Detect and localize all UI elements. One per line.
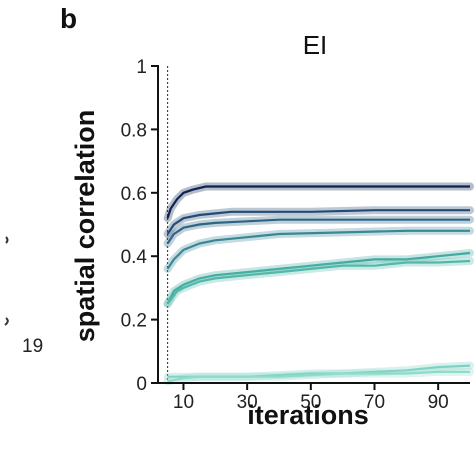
- cropped-mark-lower: [4, 317, 9, 326]
- chart-title: EI: [303, 30, 328, 60]
- y-tick-label-3: 0.6: [121, 184, 147, 205]
- plot-area: [163, 66, 474, 386]
- y-tick-label-1: 0.2: [121, 311, 147, 332]
- cropped-mark-upper: [5, 236, 9, 244]
- x-tick-label-0: 10: [173, 392, 194, 413]
- y-tick-label-4: 0.8: [121, 120, 147, 141]
- series-5-line: [166, 251, 471, 305]
- series-8-line: [167, 370, 470, 383]
- y-tick-label-0: 0: [136, 374, 147, 395]
- x-tick-label-2: 50: [300, 392, 321, 413]
- x-tick-label-4: 90: [428, 392, 449, 413]
- series-6-line: [166, 259, 471, 305]
- side-label: 19: [22, 336, 43, 357]
- series-3-line: [166, 218, 470, 245]
- x-tick-label-3: 70: [364, 392, 385, 413]
- panel-letter: b: [60, 3, 77, 34]
- series-1-line: [166, 185, 470, 219]
- x-axis-title: iterations: [247, 400, 369, 430]
- series-4-line: [166, 229, 470, 270]
- y-tick-label-2: 0.4: [121, 247, 148, 268]
- axes: 0 0.2 0.4 0.6 0.8 1 10 30 50 70 90: [121, 57, 470, 413]
- series-2-line: [166, 209, 470, 235]
- x-tick-label-1: 30: [237, 392, 258, 413]
- y-axis-title: spatial correlation: [70, 110, 100, 343]
- y-tick-label-5: 1: [136, 57, 147, 78]
